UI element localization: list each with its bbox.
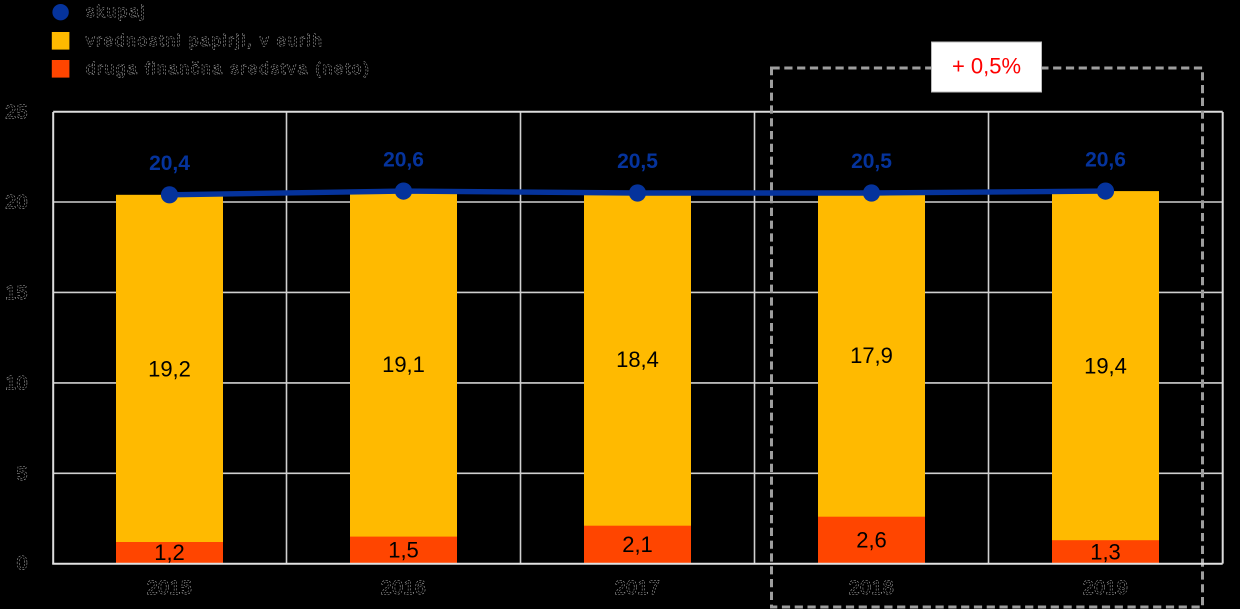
svg-text:20,6: 20,6 bbox=[1085, 148, 1126, 171]
svg-text:2,1: 2,1 bbox=[622, 532, 653, 557]
svg-text:19,2: 19,2 bbox=[148, 356, 191, 381]
svg-text:15: 15 bbox=[5, 282, 28, 304]
svg-text:druga finančna sredstva (neto): druga finančna sredstva (neto) bbox=[86, 59, 371, 78]
svg-text:18,4: 18,4 bbox=[616, 347, 659, 372]
svg-text:25: 25 bbox=[5, 101, 28, 123]
svg-text:vrednostni papirji, v eurih: vrednostni papirji, v eurih bbox=[86, 31, 324, 50]
svg-text:2,6: 2,6 bbox=[856, 528, 887, 553]
svg-text:1,3: 1,3 bbox=[1090, 539, 1121, 564]
svg-text:0: 0 bbox=[17, 553, 28, 575]
svg-text:20,6: 20,6 bbox=[383, 148, 424, 171]
svg-text:20,4: 20,4 bbox=[149, 152, 190, 175]
svg-text:1,5: 1,5 bbox=[388, 538, 419, 563]
svg-text:10: 10 bbox=[5, 373, 28, 395]
svg-text:19,1: 19,1 bbox=[382, 352, 425, 377]
svg-text:20,5: 20,5 bbox=[617, 150, 658, 173]
svg-text:skupaj: skupaj bbox=[86, 2, 146, 21]
svg-text:2017: 2017 bbox=[615, 577, 660, 599]
svg-text:2016: 2016 bbox=[381, 577, 426, 599]
svg-text:2015: 2015 bbox=[147, 577, 192, 599]
svg-text:2019: 2019 bbox=[1083, 577, 1128, 599]
svg-text:19,4: 19,4 bbox=[1084, 354, 1127, 379]
svg-text:5: 5 bbox=[17, 463, 28, 485]
svg-text:+ 0,5%: + 0,5% bbox=[952, 54, 1021, 79]
svg-text:2018: 2018 bbox=[849, 577, 894, 599]
svg-text:17,9: 17,9 bbox=[850, 343, 893, 368]
svg-text:1,2: 1,2 bbox=[154, 540, 185, 565]
svg-text:20: 20 bbox=[5, 192, 28, 214]
svg-text:20,5: 20,5 bbox=[851, 150, 892, 173]
